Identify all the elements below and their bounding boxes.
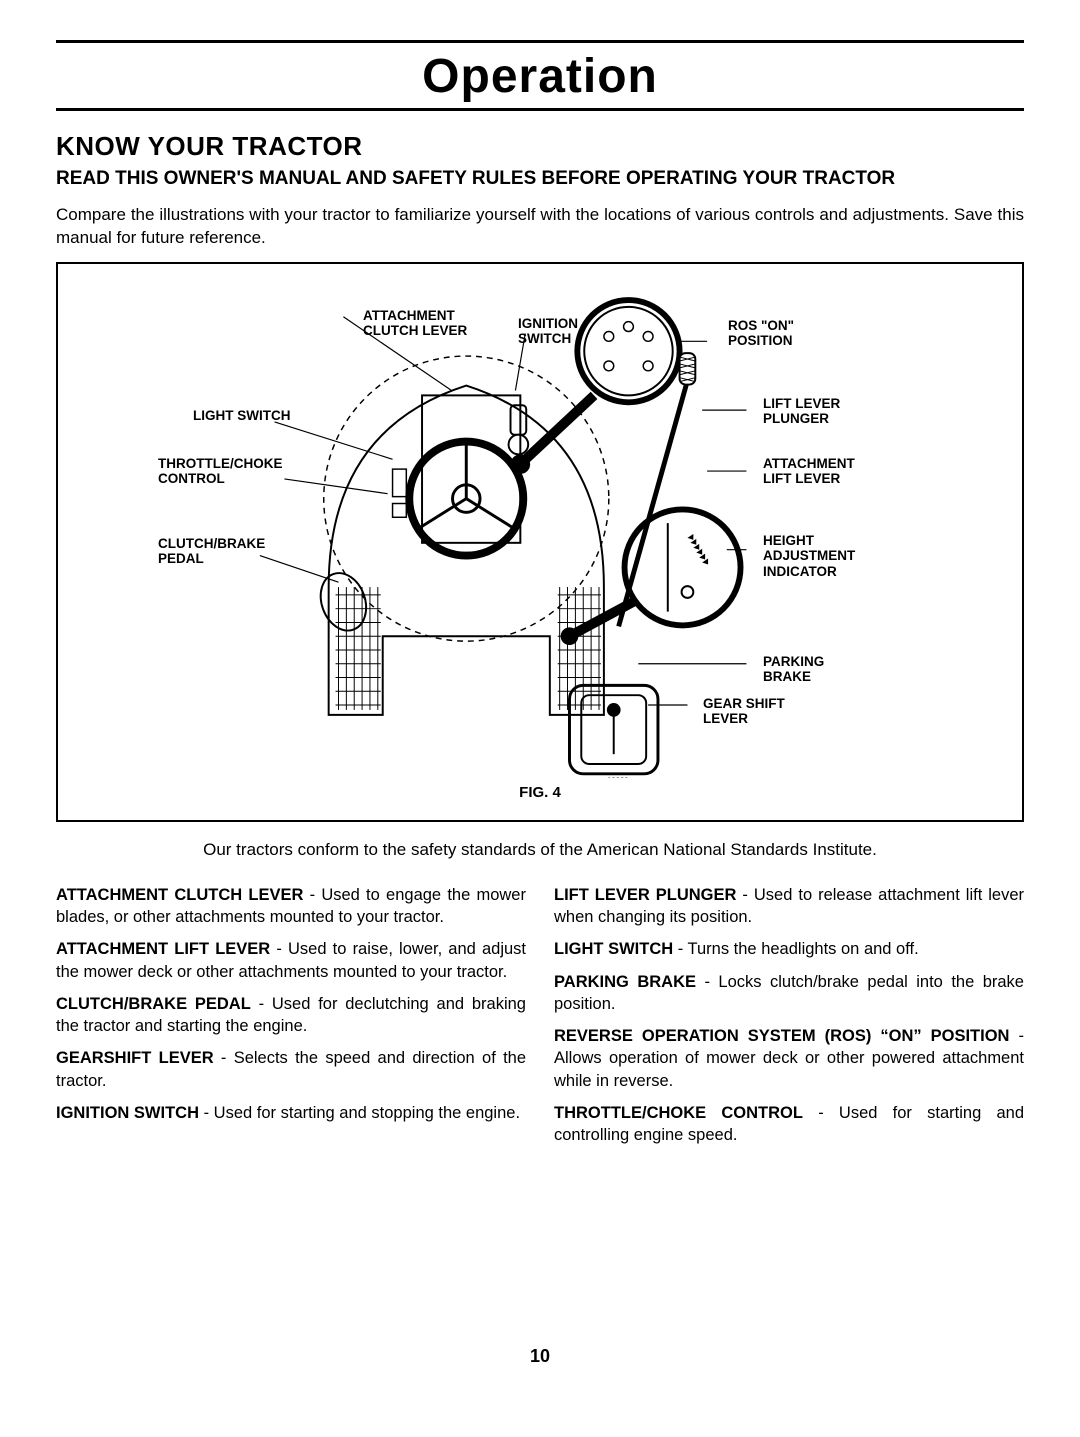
definition-item: GEARSHIFT LEVER - Selects the speed and … [56,1047,526,1092]
callout-attachment-lift-lever: ATTACHMENT LIFT LEVER [763,456,855,487]
definition-item: ATTACHMENT CLUTCH LEVER - Used to engage… [56,884,526,929]
svg-text:02829: 02829 [607,777,629,778]
figure-box: 02829 ATTACHMENT CLUTCH LEVER IGNITION S… [56,262,1024,822]
callout-throttle-choke: THROTTLE/CHOKE CONTROL [158,456,283,487]
definition-item: ATTACHMENT LIFT LEVER - Used to raise, l… [56,938,526,983]
definition-term: LIFT LEVER PLUNGER [554,886,736,904]
rule-top [56,40,1024,43]
diagram-svg: 02829 [78,288,1002,778]
definition-term: LIGHT SWITCH [554,940,673,958]
standards-note: Our tractors conform to the safety stand… [56,840,1024,860]
section-subtitle: READ THIS OWNER'S MANUAL AND SAFETY RULE… [56,168,1024,190]
callout-light-switch: LIGHT SWITCH [193,408,291,424]
section-title: KNOW YOUR TRACTOR [56,131,1024,162]
callout-ignition-switch: IGNITION SWITCH [518,316,578,347]
page-number: 10 [56,1346,1024,1367]
page-title: Operation [56,49,1024,111]
definition-term: GEARSHIFT LEVER [56,1049,214,1067]
definitions-columns: ATTACHMENT CLUTCH LEVER - Used to engage… [56,884,1024,1157]
intro-text: Compare the illustrations with your trac… [56,204,1024,250]
definition-term: ATTACHMENT CLUTCH LEVER [56,886,303,904]
definition-item: REVERSE OPERATION SYSTEM (ROS) “ON” POSI… [554,1025,1024,1092]
definition-term: REVERSE OPERATION SYSTEM (ROS) “ON” POSI… [554,1027,1009,1045]
definition-term: IGNITION SWITCH [56,1104,199,1122]
definition-term: ATTACHMENT LIFT LEVER [56,940,270,958]
page: Operation KNOW YOUR TRACTOR READ THIS OW… [56,40,1024,1397]
callout-height-adjustment: HEIGHT ADJUSTMENT INDICATOR [763,533,855,580]
definitions-right: LIFT LEVER PLUNGER - Used to release att… [554,884,1024,1157]
definition-item: CLUTCH/BRAKE PEDAL - Used for declutchin… [56,993,526,1038]
definition-item: THROTTLE/CHOKE CONTROL - Used for starti… [554,1102,1024,1147]
callout-gear-shift-lever: GEAR SHIFT LEVER [703,696,785,727]
callout-clutch-brake-pedal: CLUTCH/BRAKE PEDAL [158,536,265,567]
definition-item: LIGHT SWITCH - Turns the headlights on a… [554,938,1024,960]
definition-item: IGNITION SWITCH - Used for starting and … [56,1102,526,1124]
definition-term: CLUTCH/BRAKE PEDAL [56,995,251,1013]
tractor-diagram: 02829 ATTACHMENT CLUTCH LEVER IGNITION S… [78,288,1002,778]
callout-ros-on: ROS "ON" POSITION [728,318,794,349]
callout-parking-brake: PARKING BRAKE [763,654,824,685]
figure-caption: FIG. 4 [78,784,1002,801]
callout-lift-lever-plunger: LIFT LEVER PLUNGER [763,396,840,427]
definition-item: PARKING BRAKE - Locks clutch/brake pedal… [554,971,1024,1016]
definition-term: THROTTLE/CHOKE CONTROL [554,1104,803,1122]
callout-attachment-clutch-lever: ATTACHMENT CLUTCH LEVER [363,308,467,339]
definition-term: PARKING BRAKE [554,973,696,991]
definitions-left: ATTACHMENT CLUTCH LEVER - Used to engage… [56,884,526,1157]
definition-item: LIFT LEVER PLUNGER - Used to release att… [554,884,1024,929]
